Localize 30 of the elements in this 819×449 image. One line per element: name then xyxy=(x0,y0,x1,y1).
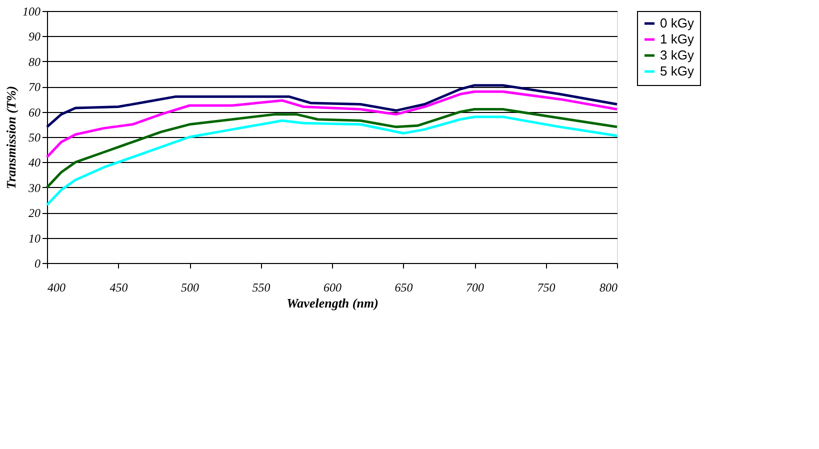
x-tick-label: 600 xyxy=(324,280,342,294)
x-tick-label: 700 xyxy=(466,280,484,294)
y-tick-label: 100 xyxy=(22,4,40,18)
y-tick-label: 30 xyxy=(28,180,40,195)
y-tick-label: 20 xyxy=(28,206,40,220)
x-tick-label: 550 xyxy=(252,280,270,294)
legend-label: 0 kGy xyxy=(660,16,694,30)
x-axis-title: Wavelength (nm) xyxy=(286,296,378,310)
y-tick-label: 90 xyxy=(28,30,40,44)
y-tick-label: 40 xyxy=(28,156,40,170)
x-tick-label: 450 xyxy=(110,280,128,294)
y-tick-label: 50 xyxy=(28,130,40,144)
legend-label: 1 kGy xyxy=(660,32,694,46)
line-series xyxy=(46,90,618,158)
x-tick-label: 800 xyxy=(600,280,618,294)
y-axis-title: Transmission (T%) xyxy=(4,86,18,190)
x-tick-label: 750 xyxy=(537,280,556,294)
y-tick-label: 10 xyxy=(28,231,40,246)
x-tick-label: 650 xyxy=(394,280,413,294)
line-series xyxy=(46,108,618,189)
legend-label: 3 kGy xyxy=(660,48,694,62)
y-tick-label: 70 xyxy=(28,80,40,94)
y-tick-label: 80 xyxy=(28,54,40,69)
legend-label: 5 kGy xyxy=(660,64,694,78)
x-tick-label: 400 xyxy=(48,280,66,294)
line-series xyxy=(46,116,618,206)
line-series xyxy=(46,84,618,128)
y-tick-label: 60 xyxy=(28,105,40,120)
y-tick-label: 0 xyxy=(34,256,40,270)
x-tick-label: 500 xyxy=(181,280,199,294)
